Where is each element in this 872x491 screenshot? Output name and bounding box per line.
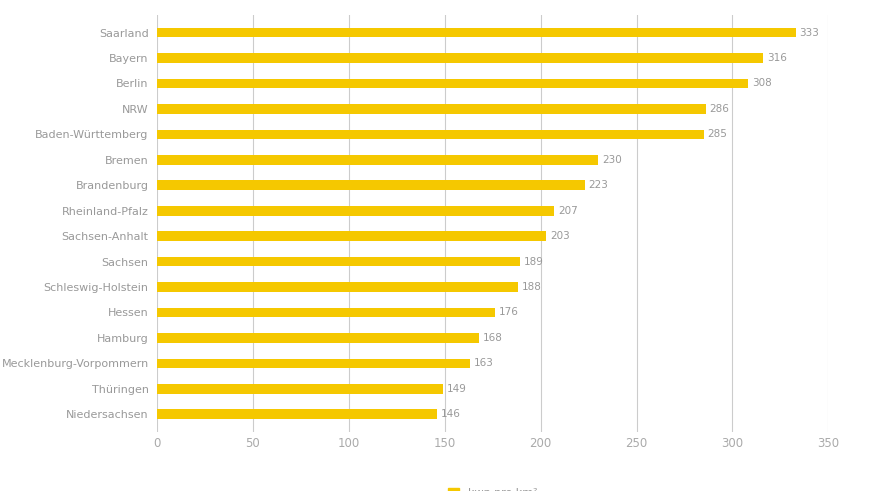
Text: 285: 285 (707, 129, 727, 139)
Bar (157, 53, 763, 63)
Text: 286: 286 (710, 104, 729, 114)
Text: 316: 316 (767, 53, 787, 63)
Bar (157, 333, 480, 343)
Bar (157, 409, 437, 419)
Bar (157, 104, 705, 114)
Text: 163: 163 (473, 358, 494, 368)
Bar (157, 308, 494, 317)
Bar (157, 155, 598, 164)
Text: 188: 188 (521, 282, 542, 292)
Bar (157, 358, 470, 368)
Bar (157, 384, 443, 394)
Text: 223: 223 (589, 180, 609, 190)
Text: 308: 308 (752, 79, 772, 88)
Legend: kwp pro km²: kwp pro km² (444, 484, 542, 491)
Bar (157, 257, 520, 267)
Bar (157, 79, 748, 88)
Text: 333: 333 (800, 27, 820, 37)
Text: 149: 149 (446, 384, 467, 394)
Bar (157, 27, 796, 37)
Bar (157, 180, 585, 190)
Text: 203: 203 (550, 231, 570, 241)
Text: 189: 189 (523, 257, 543, 267)
Bar (157, 206, 554, 216)
Bar (157, 130, 704, 139)
Text: 230: 230 (602, 155, 622, 165)
Bar (157, 282, 518, 292)
Text: 176: 176 (499, 307, 518, 318)
Text: 168: 168 (483, 333, 503, 343)
Text: 207: 207 (558, 206, 577, 216)
Bar (157, 231, 547, 241)
Text: 146: 146 (441, 409, 460, 419)
